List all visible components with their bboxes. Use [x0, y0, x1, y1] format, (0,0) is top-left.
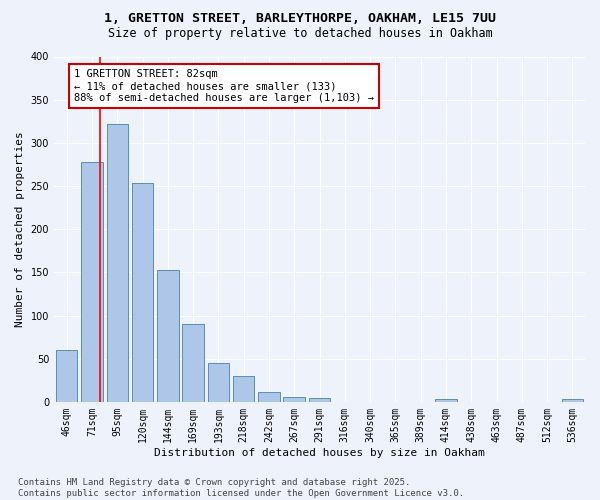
Bar: [309, 398, 330, 402]
Bar: [435, 399, 457, 402]
Text: Size of property relative to detached houses in Oakham: Size of property relative to detached ho…: [107, 28, 493, 40]
Text: 1 GRETTON STREET: 82sqm
← 11% of detached houses are smaller (133)
88% of semi-d: 1 GRETTON STREET: 82sqm ← 11% of detache…: [74, 70, 374, 102]
Y-axis label: Number of detached properties: Number of detached properties: [15, 132, 25, 327]
Bar: [258, 392, 280, 402]
Text: Contains HM Land Registry data © Crown copyright and database right 2025.
Contai: Contains HM Land Registry data © Crown c…: [18, 478, 464, 498]
Bar: [233, 376, 254, 402]
Bar: [562, 399, 583, 402]
Bar: [208, 363, 229, 402]
Bar: [107, 124, 128, 402]
Bar: [157, 270, 179, 402]
Bar: [56, 350, 77, 402]
Bar: [182, 324, 204, 402]
X-axis label: Distribution of detached houses by size in Oakham: Distribution of detached houses by size …: [154, 448, 485, 458]
Bar: [132, 182, 153, 402]
Bar: [81, 162, 103, 402]
Text: 1, GRETTON STREET, BARLEYTHORPE, OAKHAM, LE15 7UU: 1, GRETTON STREET, BARLEYTHORPE, OAKHAM,…: [104, 12, 496, 26]
Bar: [283, 396, 305, 402]
